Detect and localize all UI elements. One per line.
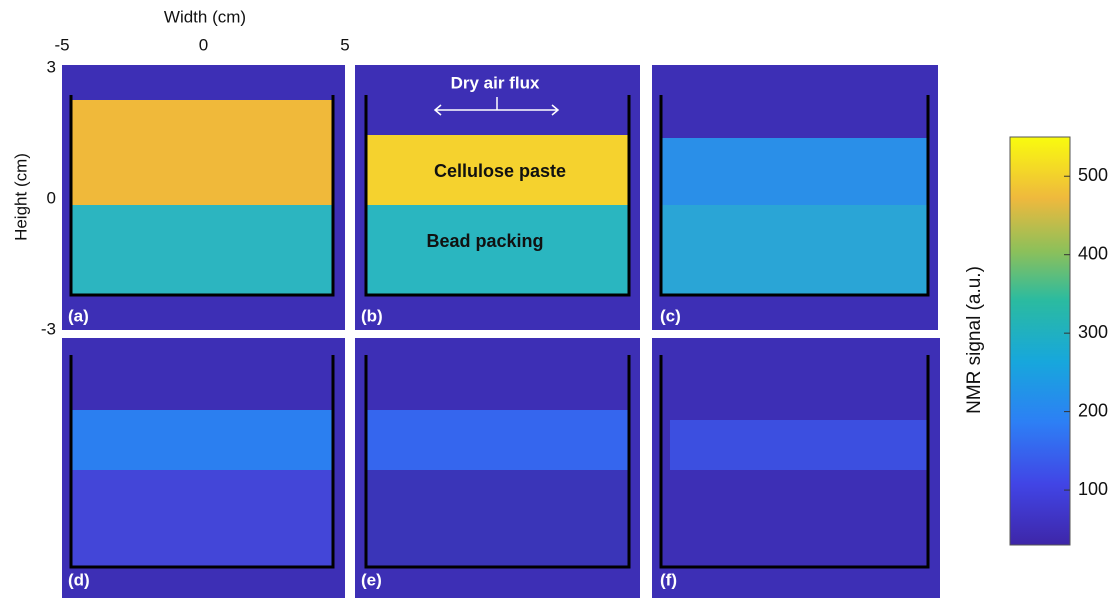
panel-label: (d) [68, 570, 90, 589]
colorbar-label: NMR signal (a.u.) [964, 266, 985, 414]
colorbar-tick-label: 200 [1078, 400, 1108, 420]
x-tick-label: -5 [54, 35, 69, 54]
panel: (c) [652, 65, 938, 330]
panel: (e) [355, 338, 640, 598]
panel-label: (e) [361, 570, 382, 589]
y-tick-label: -3 [41, 319, 56, 338]
panel: (a) [62, 65, 345, 330]
colorbar-tick-label: 500 [1078, 165, 1108, 185]
colorbar-tick-label: 400 [1078, 243, 1108, 263]
annotation: Dry air flux [451, 73, 540, 92]
y-axis-label: Height (cm) [11, 153, 30, 241]
colorbar-tick-label: 300 [1078, 322, 1108, 342]
panel-label: (b) [361, 306, 383, 325]
x-axis-label: Width (cm) [164, 7, 246, 26]
panel: (f) [652, 338, 940, 598]
colorbar-tick-label: 100 [1078, 479, 1108, 499]
y-tick-label: 0 [47, 188, 56, 207]
x-tick-label: 5 [340, 35, 349, 54]
y-tick-label: 3 [47, 57, 56, 76]
panel: Dry air flux Cellulose paste Bead packin… [355, 65, 640, 330]
x-tick-label: 0 [199, 35, 208, 54]
panel-label: (c) [660, 306, 681, 325]
panel-label: (a) [68, 306, 89, 325]
panel: (d) [62, 338, 345, 598]
panel-label: (f) [660, 570, 677, 589]
colorbar [1009, 136, 1071, 546]
annotation: Bead packing [426, 231, 543, 251]
annotation: Cellulose paste [434, 161, 566, 181]
